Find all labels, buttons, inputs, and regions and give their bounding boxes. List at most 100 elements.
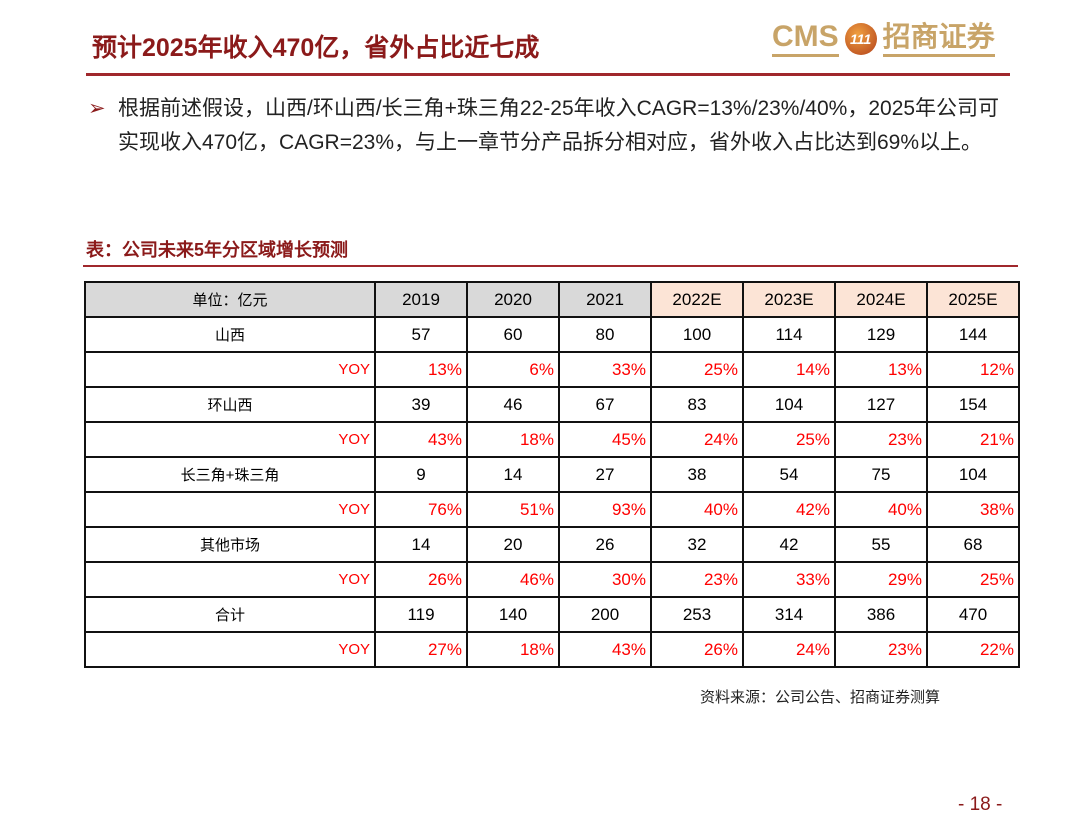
yoy-cell: 46% bbox=[466, 561, 560, 598]
value-cell: 127 bbox=[834, 386, 928, 423]
table-row: 其他市场 14 20 26 32 42 55 68 bbox=[84, 526, 1020, 563]
logo-cn: 招商证券 bbox=[882, 20, 995, 57]
value-cell: 42 bbox=[742, 526, 836, 563]
value-cell: 68 bbox=[926, 526, 1020, 563]
slide-title: 预计2025年收入470亿，省外占比近七成 bbox=[92, 34, 540, 62]
row-label: 环山西 bbox=[84, 386, 376, 423]
arrow-right-icon: ➢ bbox=[88, 97, 106, 120]
value-cell: 200 bbox=[558, 596, 652, 633]
table-row: 合计 119 140 200 253 314 386 470 bbox=[84, 596, 1020, 633]
yoy-label: YOY bbox=[84, 491, 376, 528]
forecast-table: 单位：亿元 2019 2020 2021 2022E 2023E 2024E 2025E 山西 5… bbox=[84, 281, 1020, 668]
value-cell: 100 bbox=[650, 316, 744, 353]
value-cell: 75 bbox=[834, 456, 928, 493]
yoy-cell: 45% bbox=[558, 421, 652, 458]
table-row: 长三角+珠三角 9 14 27 38 54 75 104 bbox=[84, 456, 1020, 493]
row-label: 山西 bbox=[84, 316, 376, 353]
yoy-cell: 25% bbox=[742, 421, 836, 458]
column-header: 2024E bbox=[834, 281, 928, 318]
value-cell: 314 bbox=[742, 596, 836, 633]
column-header: 2025E bbox=[926, 281, 1020, 318]
value-cell: 154 bbox=[926, 386, 1020, 423]
yoy-cell: 23% bbox=[834, 421, 928, 458]
value-cell: 27 bbox=[558, 456, 652, 493]
value-cell: 60 bbox=[466, 316, 560, 353]
value-cell: 54 bbox=[742, 456, 836, 493]
yoy-row: YOY 43% 18% 45% 24% 25% 23% 21% bbox=[84, 421, 1020, 458]
value-cell: 129 bbox=[834, 316, 928, 353]
value-cell: 32 bbox=[650, 526, 744, 563]
value-cell: 14 bbox=[374, 526, 468, 563]
value-cell: 39 bbox=[374, 386, 468, 423]
yoy-row: YOY 27% 18% 43% 26% 24% 23% 22% bbox=[84, 631, 1020, 668]
yoy-label: YOY bbox=[84, 421, 376, 458]
yoy-label: YOY bbox=[84, 561, 376, 598]
yoy-cell: 26% bbox=[374, 561, 468, 598]
column-header: 2021 bbox=[558, 281, 652, 318]
yoy-cell: 24% bbox=[650, 421, 744, 458]
yoy-cell: 6% bbox=[466, 351, 560, 388]
row-label: 长三角+珠三角 bbox=[84, 456, 376, 493]
yoy-label: YOY bbox=[84, 351, 376, 388]
unit-header: 单位：亿元 bbox=[84, 281, 376, 318]
value-cell: 46 bbox=[466, 386, 560, 423]
yoy-cell: 24% bbox=[742, 631, 836, 668]
column-header: 2020 bbox=[466, 281, 560, 318]
yoy-cell: 22% bbox=[926, 631, 1020, 668]
value-cell: 119 bbox=[374, 596, 468, 633]
bullet-point: ➢ 根据前述假设，山西/环山西/长三角+珠三角22-25年收入CAGR=13%/… bbox=[88, 92, 1013, 160]
column-header: 2022E bbox=[650, 281, 744, 318]
value-cell: 55 bbox=[834, 526, 928, 563]
source-note: 资料来源：公司公告、招商证券测算 bbox=[700, 689, 941, 706]
table-row: 山西 57 60 80 100 114 129 144 bbox=[84, 316, 1020, 353]
yoy-cell: 42% bbox=[742, 491, 836, 528]
yoy-cell: 13% bbox=[374, 351, 468, 388]
yoy-cell: 43% bbox=[558, 631, 652, 668]
yoy-cell: 25% bbox=[650, 351, 744, 388]
yoy-cell: 40% bbox=[650, 491, 744, 528]
value-cell: 83 bbox=[650, 386, 744, 423]
header-row: 单位：亿元 2019 2020 2021 2022E 2023E 2024E 2025E bbox=[84, 281, 1020, 318]
yoy-cell: 30% bbox=[558, 561, 652, 598]
yoy-cell: 25% bbox=[926, 561, 1020, 598]
yoy-cell: 93% bbox=[558, 491, 652, 528]
value-cell: 253 bbox=[650, 596, 744, 633]
value-cell: 104 bbox=[742, 386, 836, 423]
value-cell: 26 bbox=[558, 526, 652, 563]
row-label: 其他市场 bbox=[84, 526, 376, 563]
yoy-cell: 76% bbox=[374, 491, 468, 528]
yoy-cell: 40% bbox=[834, 491, 928, 528]
value-cell: 20 bbox=[466, 526, 560, 563]
yoy-cell: 12% bbox=[926, 351, 1020, 388]
yoy-cell: 21% bbox=[926, 421, 1020, 458]
yoy-row: YOY 76% 51% 93% 40% 42% 40% 38% bbox=[84, 491, 1020, 528]
table-row: 环山西 39 46 67 83 104 127 154 bbox=[84, 386, 1020, 423]
value-cell: 80 bbox=[558, 316, 652, 353]
yoy-cell: 23% bbox=[650, 561, 744, 598]
yoy-cell: 43% bbox=[374, 421, 468, 458]
value-cell: 470 bbox=[926, 596, 1020, 633]
yoy-row: YOY 26% 46% 30% 23% 33% 29% 25% bbox=[84, 561, 1020, 598]
yoy-cell: 38% bbox=[926, 491, 1020, 528]
page-number: - 18 - bbox=[958, 794, 1003, 815]
value-cell: 57 bbox=[374, 316, 468, 353]
cms-logo: CMS 111 招商证券 bbox=[772, 20, 995, 57]
value-cell: 140 bbox=[466, 596, 560, 633]
column-header: 2019 bbox=[374, 281, 468, 318]
yoy-row: YOY 13% 6% 33% 25% 14% 13% 12% bbox=[84, 351, 1020, 388]
yoy-cell: 18% bbox=[466, 631, 560, 668]
value-cell: 104 bbox=[926, 456, 1020, 493]
yoy-cell: 33% bbox=[558, 351, 652, 388]
value-cell: 9 bbox=[374, 456, 468, 493]
logo-badge-icon: 111 bbox=[844, 22, 877, 55]
table-caption: 表：公司未来5年分区域增长预测 bbox=[86, 240, 349, 260]
yoy-cell: 27% bbox=[374, 631, 468, 668]
yoy-label: YOY bbox=[84, 631, 376, 668]
caption-divider bbox=[83, 265, 1018, 267]
value-cell: 114 bbox=[742, 316, 836, 353]
value-cell: 14 bbox=[466, 456, 560, 493]
yoy-cell: 26% bbox=[650, 631, 744, 668]
bullet-text: 根据前述假设，山西/环山西/长三角+珠三角22-25年收入CAGR=13%/23… bbox=[118, 97, 1000, 154]
yoy-cell: 29% bbox=[834, 561, 928, 598]
yoy-cell: 14% bbox=[742, 351, 836, 388]
